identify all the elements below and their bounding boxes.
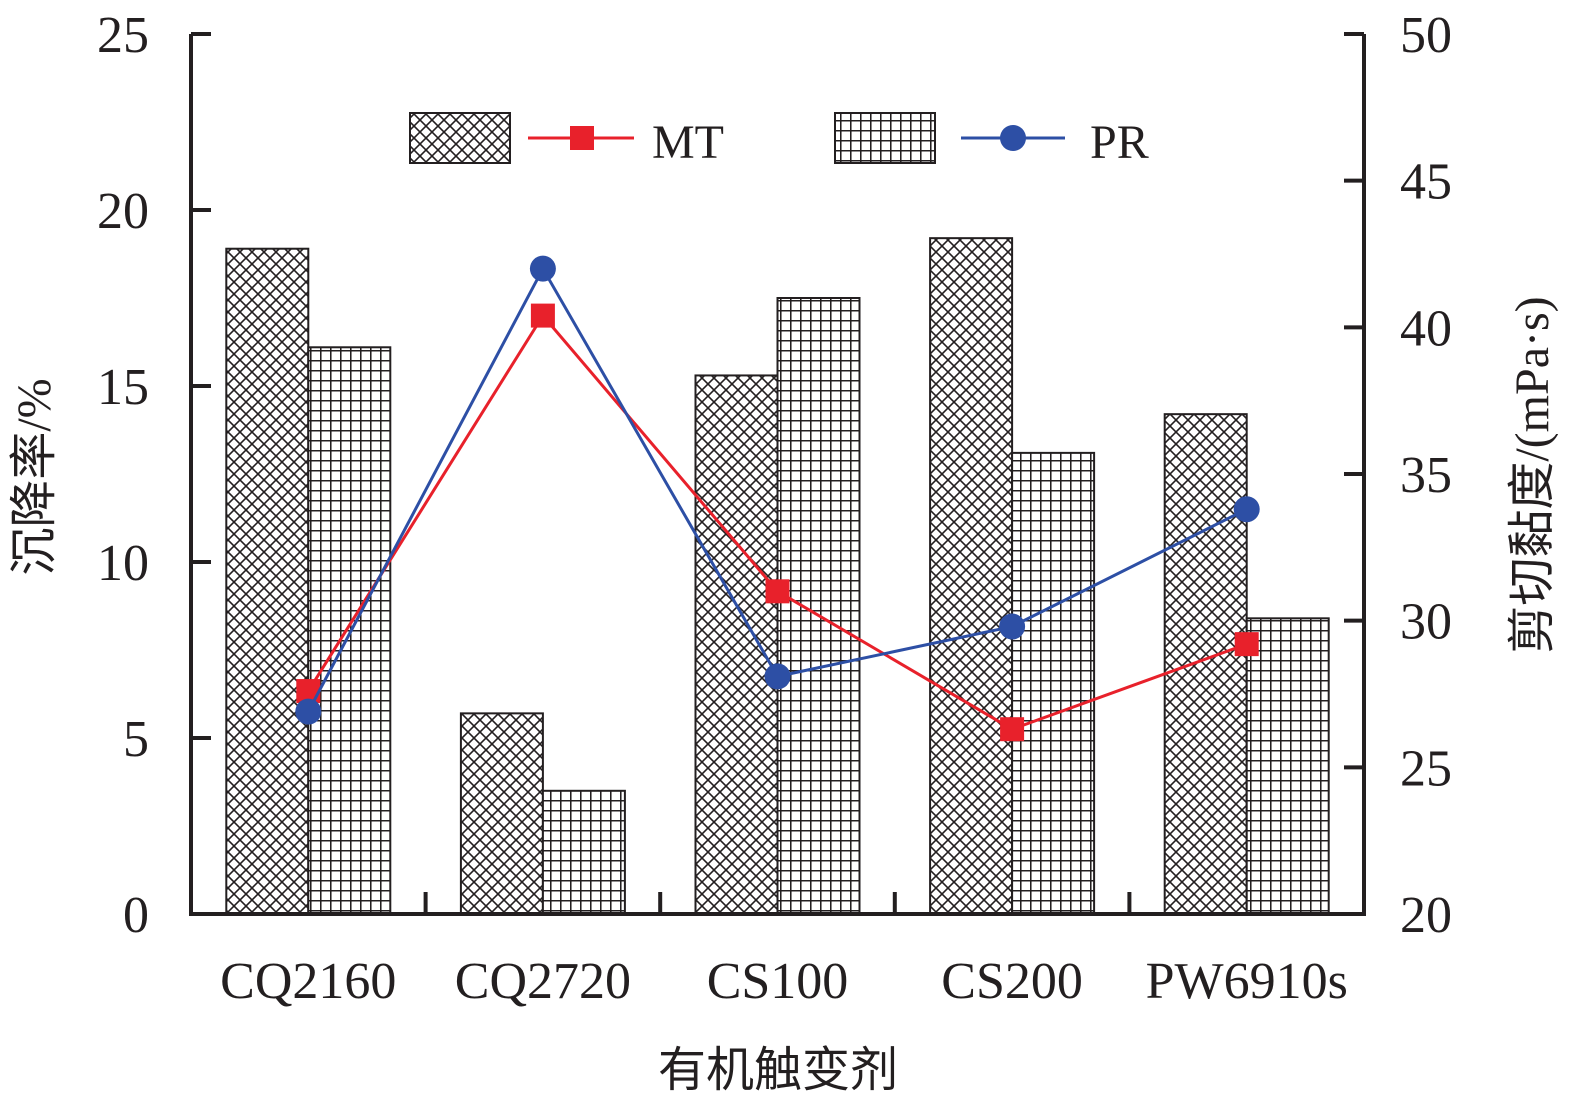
legend-label-mt: MT — [652, 116, 724, 169]
x-tick-label-CQ2720: CQ2720 — [455, 953, 631, 1010]
x-tick-label-CS100: CS100 — [707, 953, 849, 1010]
y-axis-title-right: 剪切黏度/(mPa·s) — [1506, 296, 1559, 653]
point-MT-CS200 — [1000, 717, 1025, 742]
y-tick-label-right: 30 — [1400, 594, 1452, 651]
bar-crosshatch-CQ2160 — [225, 247, 310, 916]
point-MT-CS100 — [765, 579, 790, 604]
y-tick-label-left: 0 — [123, 887, 149, 944]
x-tick-label-CS200: CS200 — [941, 953, 1083, 1010]
y-tick-label-right: 40 — [1400, 300, 1452, 357]
point-PR-CS200 — [999, 613, 1026, 640]
x-tick-label-PW6910s: PW6910s — [1146, 953, 1348, 1010]
y-tick-label-left: 20 — [97, 183, 149, 240]
axes-layer — [189, 32, 1366, 916]
x-axis-title: 有机触变剂 — [658, 1044, 898, 1097]
y-tick-label-right: 35 — [1400, 447, 1452, 504]
y-tick-label-left: 25 — [97, 7, 149, 64]
legend-swatch-crosshatch — [409, 112, 511, 164]
bar-crosshatch-CS200 — [929, 237, 1014, 916]
legend-swatch-grid — [834, 112, 936, 164]
y-tick-label-left: 10 — [97, 535, 149, 592]
y-axis-title-left: 沉降率/% — [8, 378, 61, 575]
bar-crosshatch-CS100 — [694, 374, 779, 915]
y-tick-label-left: 5 — [123, 711, 149, 768]
lines-layer — [295, 255, 1260, 742]
bar-grid-CS200 — [1011, 451, 1096, 915]
legend-label-pr: PR — [1090, 116, 1149, 169]
point-MT-CQ2720 — [530, 303, 555, 328]
point-PR-CQ2720 — [529, 255, 556, 282]
bar-crosshatch-PW6910s — [1163, 413, 1248, 915]
point-MT-PW6910s — [1234, 632, 1259, 657]
bars-layer — [225, 237, 1330, 916]
bar-grid-CS100 — [776, 297, 861, 915]
y-tick-label-right: 45 — [1400, 154, 1452, 211]
legend: MT PR — [409, 112, 1149, 169]
bar-grid-CQ2720 — [541, 789, 626, 915]
y-tick-label-right: 20 — [1400, 887, 1452, 944]
labels-layer: 0 5 10 15 20 25 20 25 30 35 40 45 50 CQ2160 CQ2720 CS10… — [97, 7, 1452, 1010]
x-tick-label-CQ2160: CQ2160 — [220, 953, 396, 1010]
y-tick-label-right: 25 — [1400, 740, 1452, 797]
bar-grid-CQ2160 — [307, 346, 392, 915]
legend-marker-pr — [1000, 125, 1026, 151]
bar-crosshatch-CQ2720 — [459, 712, 544, 915]
point-PR-CS100 — [764, 663, 791, 690]
point-PR-CQ2160 — [295, 698, 322, 725]
y-tick-label-right: 50 — [1400, 7, 1452, 64]
y-tick-label-left: 15 — [97, 359, 149, 416]
legend-marker-mt — [570, 126, 594, 150]
bar-grid-PW6910s — [1245, 617, 1330, 915]
point-PR-PW6910s — [1233, 496, 1260, 523]
